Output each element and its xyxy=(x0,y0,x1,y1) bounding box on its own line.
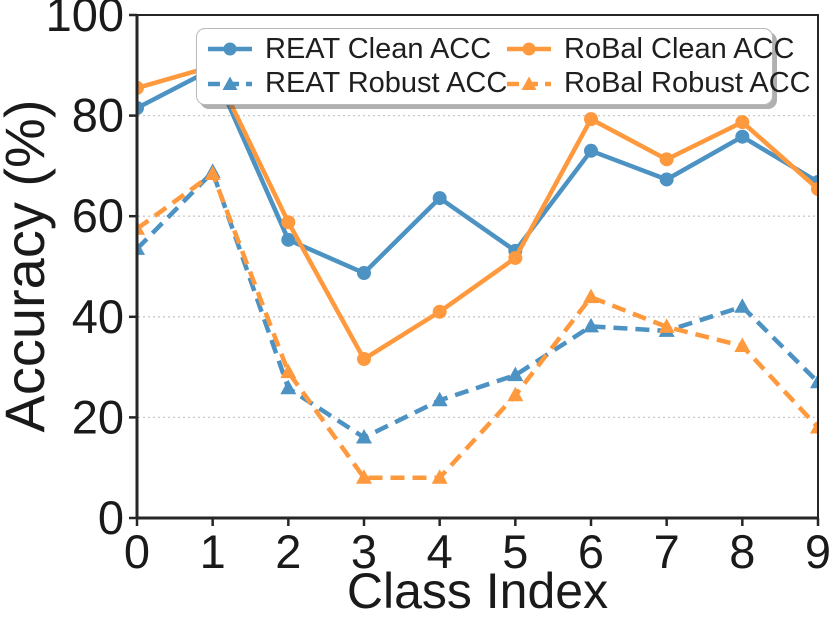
legend-label: REAT Clean ACC xyxy=(265,32,492,65)
marker-circle xyxy=(281,215,296,230)
legend-line-sample-robal-clean xyxy=(506,39,552,59)
y-tick-label: 80 xyxy=(72,89,124,142)
legend-line-sample-robal-robust xyxy=(506,74,552,94)
marker-triangle xyxy=(356,429,372,444)
marker-triangle xyxy=(658,318,675,333)
x-tick-label: 4 xyxy=(427,525,453,578)
marker-circle xyxy=(281,232,296,247)
marker-circle xyxy=(432,304,447,319)
legend-item-reat-clean: REAT Clean ACC xyxy=(207,32,506,66)
x-tick-label: 0 xyxy=(124,525,150,578)
marker-triangle xyxy=(734,298,751,313)
marker-circle xyxy=(735,115,750,130)
marker-circle xyxy=(137,80,144,95)
marker-circle xyxy=(432,191,447,206)
marker-triangle xyxy=(507,366,524,382)
y-axis-label: Accuracy (%) xyxy=(0,100,56,433)
marker-circle xyxy=(659,152,674,167)
x-axis-label: Class Index xyxy=(347,563,608,619)
marker-circle xyxy=(357,266,371,281)
marker-triangle xyxy=(137,240,145,255)
legend: REAT Clean ACC REAT Robust ACC RoBal Cle… xyxy=(196,28,811,105)
y-tick-label: 20 xyxy=(72,390,124,443)
y-tick-label: 40 xyxy=(72,290,124,343)
marker-circle xyxy=(584,143,598,158)
marker-triangle xyxy=(810,418,818,434)
x-tick-label: 2 xyxy=(275,525,301,578)
series-line-robal-robust-acc xyxy=(137,171,818,481)
legend-item-robal-clean: RoBal Clean ACC xyxy=(506,32,811,66)
y-tick-label: 60 xyxy=(72,189,124,242)
marker-circle xyxy=(659,172,674,187)
legend-sample-glyph xyxy=(507,42,551,56)
x-tick-label: 9 xyxy=(805,525,830,578)
marker-circle xyxy=(508,250,523,265)
y-tick-label: 0 xyxy=(98,491,124,544)
marker-circle xyxy=(735,129,750,144)
legend-item-robal-robust: RoBal Robust ACC xyxy=(506,67,811,101)
legend-item-reat-robust: REAT Robust ACC xyxy=(207,67,508,101)
legend-line-sample-reat-clean xyxy=(207,39,253,59)
x-tick-label: 8 xyxy=(729,525,755,578)
x-tick-label: 5 xyxy=(502,525,528,578)
series-line-robal-clean-acc xyxy=(137,64,818,362)
legend-label: RoBal Robust ACC xyxy=(564,67,811,100)
marker-triangle xyxy=(583,288,599,304)
marker-triangle xyxy=(810,373,818,389)
series-line-reat-robust-acc xyxy=(137,169,818,440)
legend-label: RoBal Clean ACC xyxy=(564,32,795,65)
legend-sample-glyph xyxy=(208,42,252,56)
marker-triangle xyxy=(734,337,751,352)
marker-triangle xyxy=(280,379,297,395)
legend-label: REAT Robust ACC xyxy=(265,67,508,100)
marker-circle xyxy=(811,182,818,197)
marker-triangle xyxy=(204,165,221,180)
y-tick-label: 100 xyxy=(46,0,124,41)
marker-circle xyxy=(357,352,371,367)
marker-triangle xyxy=(507,386,524,402)
marker-triangle xyxy=(356,469,372,484)
x-tick-label: 3 xyxy=(351,525,377,578)
marker-triangle xyxy=(280,363,297,379)
marker-circle xyxy=(137,101,144,116)
x-tick-label: 6 xyxy=(578,525,604,578)
marker-triangle xyxy=(137,220,145,235)
marker-triangle xyxy=(583,317,599,333)
x-tick-label: 1 xyxy=(200,525,226,578)
marker-circle xyxy=(584,112,598,127)
legend-sample-glyph xyxy=(507,76,551,90)
legend-line-sample-reat-robust xyxy=(207,74,253,94)
marker-triangle xyxy=(431,469,448,484)
legend-sample-glyph xyxy=(208,76,252,90)
marker-triangle xyxy=(431,391,448,407)
series-line-reat-clean-acc xyxy=(137,66,818,276)
x-tick-label: 7 xyxy=(654,525,680,578)
